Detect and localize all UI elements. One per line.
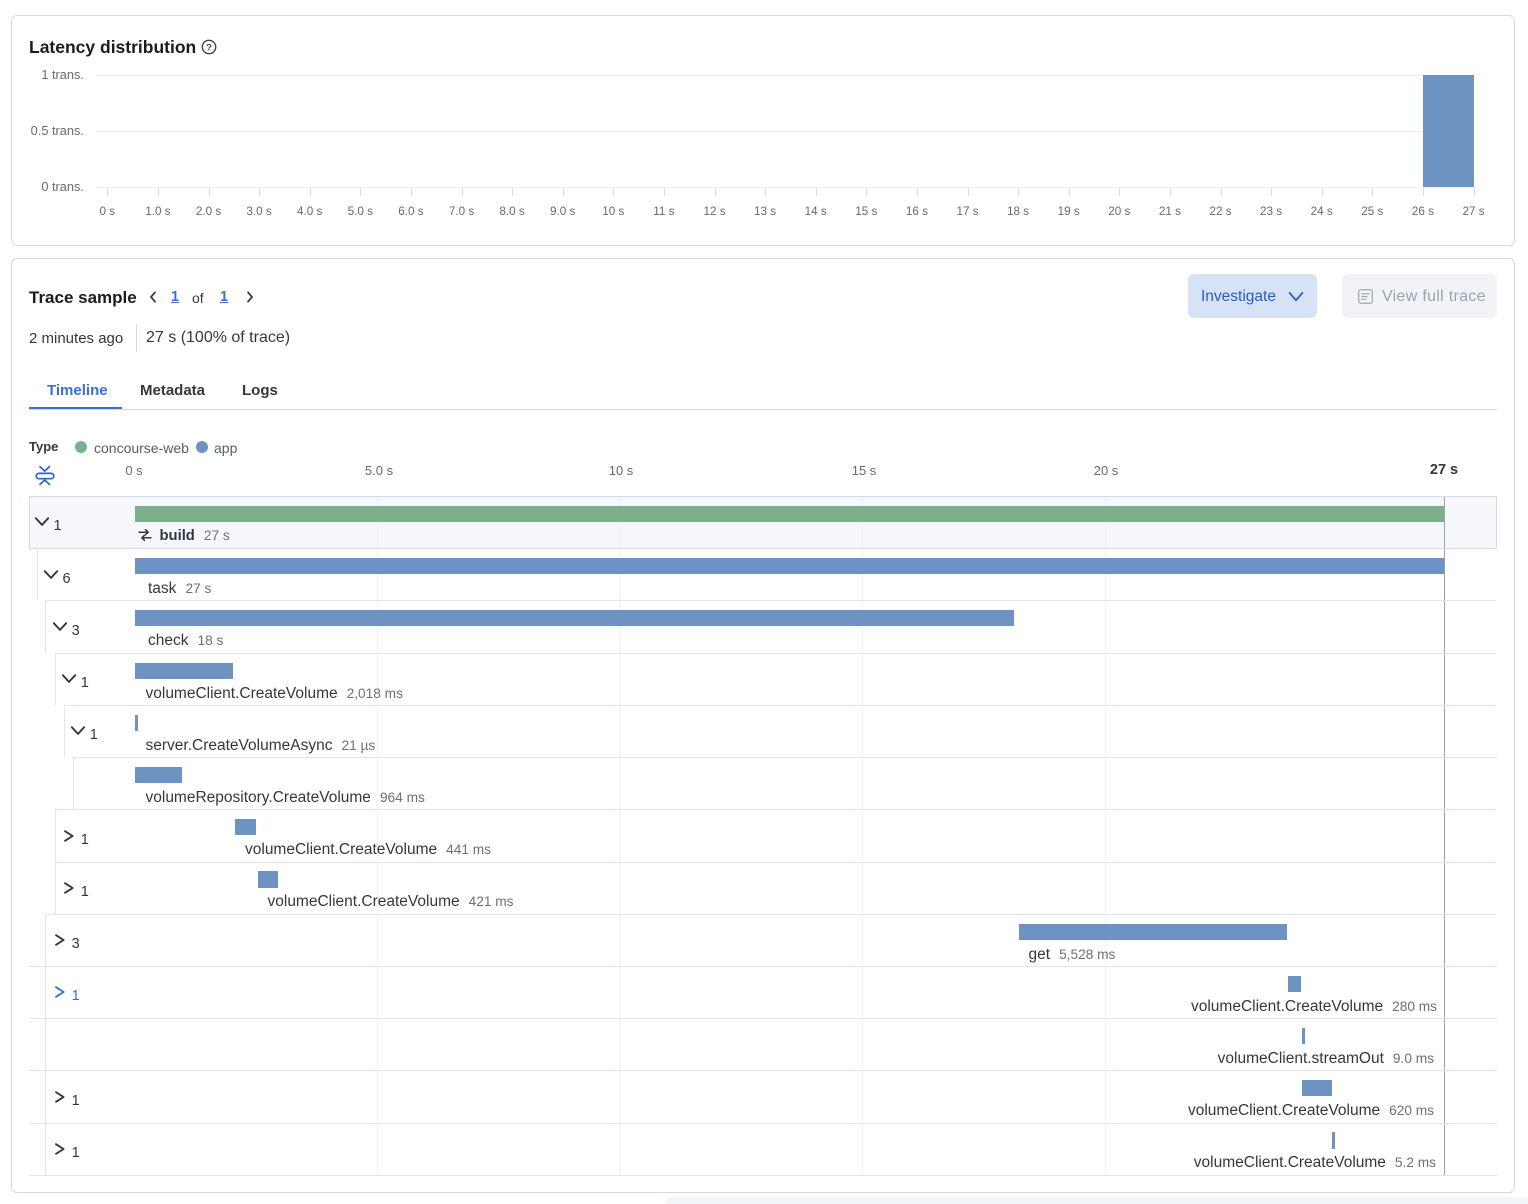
svg-text:?: ? (206, 43, 212, 54)
